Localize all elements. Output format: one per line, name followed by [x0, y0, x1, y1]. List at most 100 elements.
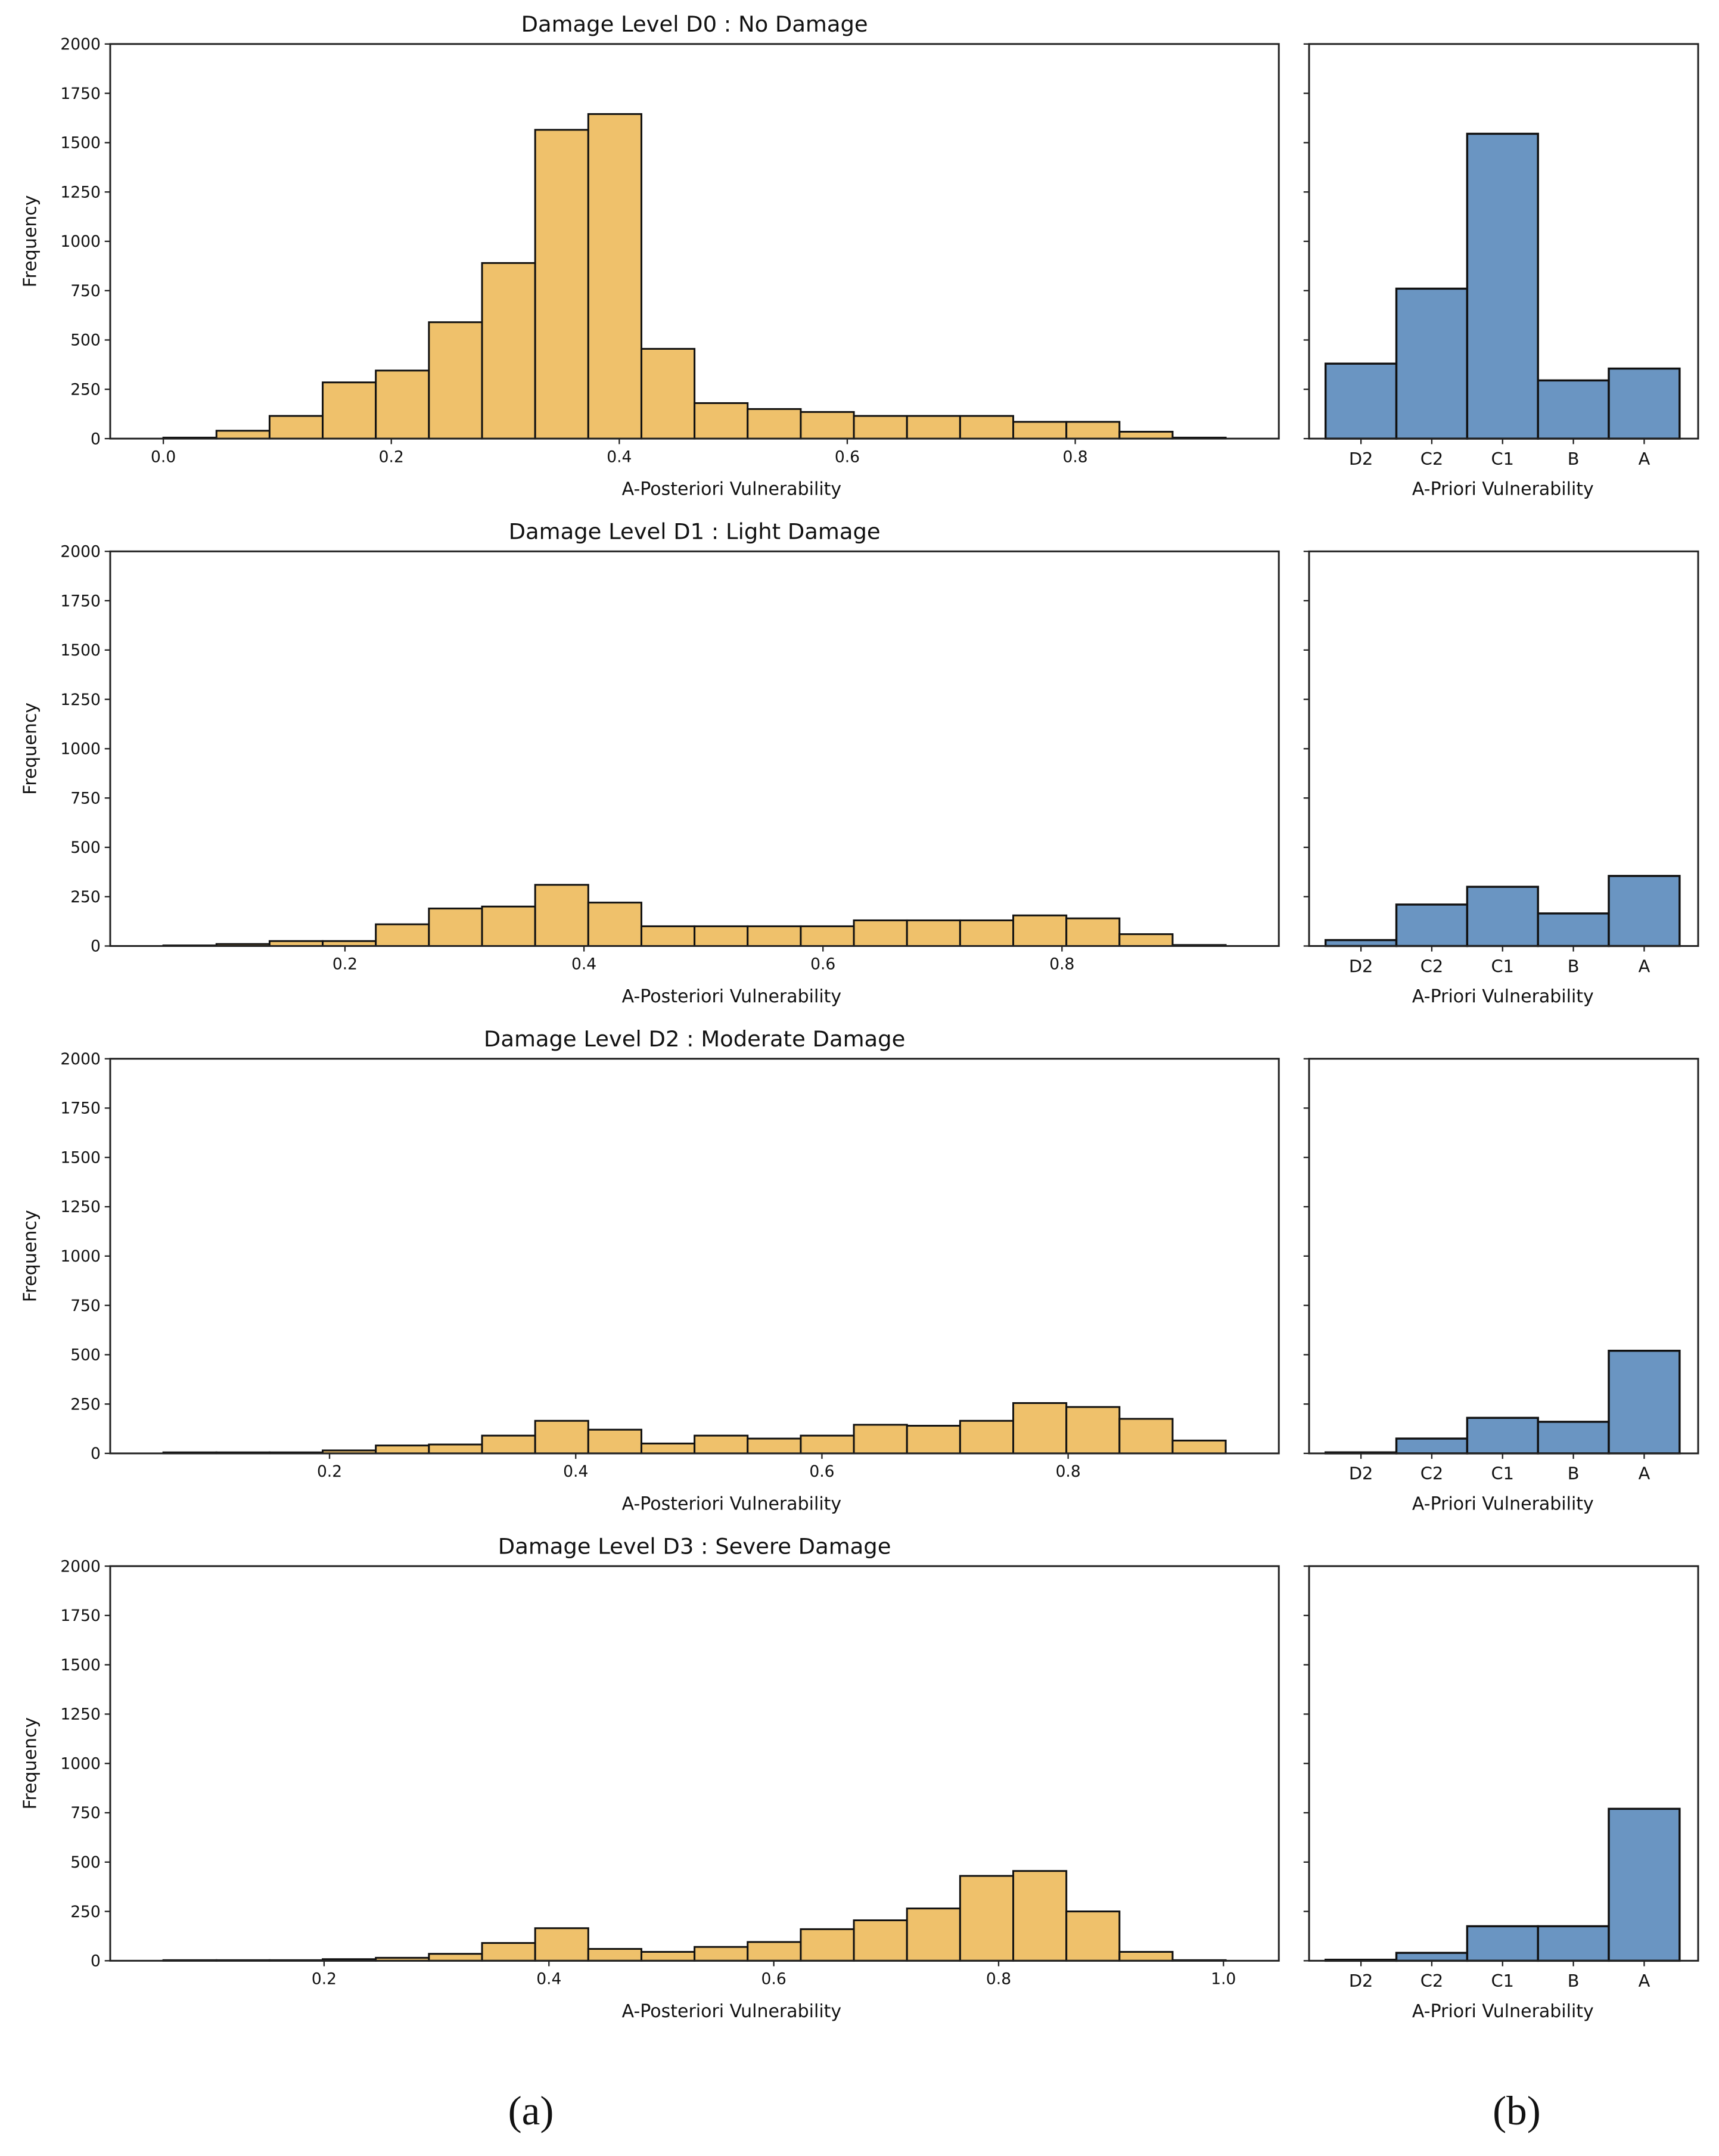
y-tick-label: 0: [91, 937, 101, 956]
histogram-bar: [747, 408, 802, 440]
histogram-bar: [1012, 421, 1068, 440]
histogram-bar: [534, 129, 589, 440]
y-tick-label: 1250: [60, 1705, 100, 1724]
x-tick-label: 0.4: [563, 1462, 588, 1481]
histogram-bar: [853, 415, 908, 440]
apriori-category-label: A: [1639, 449, 1650, 469]
y-tick-label: 1500: [60, 1656, 100, 1675]
histogram-bar: [375, 1444, 430, 1455]
histogram-bar: [1171, 1439, 1227, 1455]
histogram-bar: [640, 1950, 696, 1962]
histogram-frame: [109, 1565, 1280, 1962]
histogram-frame: [109, 550, 1280, 947]
histogram-bar: [747, 925, 802, 947]
y-tick-label: 0: [91, 430, 101, 448]
y-tick-label: 0: [91, 1952, 101, 1971]
histogram-bar: [959, 415, 1015, 440]
apriori-bar: [1466, 132, 1539, 440]
apriori-bar: [1395, 903, 1469, 947]
y-tick-label: 1750: [60, 85, 100, 103]
histogram-bar: [747, 1437, 802, 1455]
histogram-bar: [1118, 933, 1174, 947]
apriori-category-label: B: [1568, 1464, 1580, 1484]
y-tick-label: 0: [91, 1444, 101, 1463]
x-tick-label: 0.6: [809, 1462, 834, 1481]
apriori-category-label: C2: [1420, 1464, 1443, 1484]
histogram-bar: [853, 1919, 908, 1962]
y-axis-label: Frequency: [20, 703, 41, 795]
histogram-bar: [587, 902, 642, 947]
x-tick-label: 0.6: [761, 1970, 787, 1989]
histogram-bar: [268, 415, 324, 440]
x-tick-label: 0.8: [1049, 955, 1074, 974]
histogram-bar: [800, 1434, 855, 1455]
x-tick-label: 0.2: [312, 1970, 337, 1989]
y-tick-label: 2000: [60, 1557, 100, 1576]
histogram-bar: [694, 402, 749, 440]
apriori-category-label: C1: [1491, 449, 1514, 469]
x-tick-label: 1.0: [1211, 1970, 1236, 1989]
chart-title: Damage Level D3 : Severe Damage: [498, 1533, 891, 1559]
histogram-bar: [534, 884, 589, 947]
histogram-bar: [1065, 421, 1121, 440]
y-tick-label: 1750: [60, 592, 100, 610]
histogram-bar: [1065, 1406, 1121, 1455]
y-tick-label: 500: [70, 331, 101, 350]
histogram-frame: [109, 1058, 1280, 1455]
panel-row-3: Damage Level D3 : Severe Damage 0 250 500 75…: [20, 1533, 1699, 2022]
histogram-bar: [906, 919, 961, 947]
y-tick-label: 250: [70, 1903, 101, 1921]
histogram-bar: [906, 1425, 961, 1455]
histogram-bar: [800, 1928, 855, 1962]
apriori-category-label: D2: [1349, 1464, 1373, 1484]
histogram-bar: [1065, 917, 1121, 947]
histogram-bar: [640, 925, 696, 947]
histogram-bar: [587, 113, 642, 440]
x-tick-label: 0.8: [986, 1970, 1011, 1989]
histogram-bar: [800, 925, 855, 947]
y-tick-label: 1500: [60, 641, 100, 660]
apriori-category-label: C2: [1420, 1971, 1443, 1991]
histogram-bar: [853, 919, 908, 947]
histogram-bar: [322, 381, 377, 440]
y-axis-label: Frequency: [20, 1210, 41, 1302]
y-tick-label: 250: [70, 888, 101, 906]
y-tick-label: 750: [70, 789, 101, 807]
apriori-category-label: D2: [1349, 449, 1373, 469]
apriori-x-axis-label: A-Priori Vulnerability: [1412, 1494, 1594, 1515]
histogram-bar: [481, 1434, 536, 1455]
apriori-category-label: C2: [1420, 449, 1443, 469]
x-tick-label: 0.4: [571, 955, 596, 974]
panel-row-0: Damage Level D0 : No Damage 0 250 500 750 100…: [20, 11, 1699, 500]
apriori-bar: [1395, 287, 1469, 440]
y-tick-label: 750: [70, 282, 101, 300]
apriori-bar: [1537, 379, 1610, 440]
apriori-x-axis-label: A-Priori Vulnerability: [1412, 986, 1594, 1007]
histogram-bar: [428, 321, 483, 440]
y-tick-label: 1000: [60, 232, 100, 251]
apriori-bar: [1466, 1416, 1539, 1455]
y-tick-label: 750: [70, 1297, 101, 1315]
apriori-bar: [1608, 1350, 1681, 1455]
x-tick-label: 0.2: [317, 1462, 342, 1481]
histogram-bar: [1065, 1910, 1121, 1962]
histogram-bar: [640, 347, 696, 440]
histogram-bar: [959, 919, 1015, 947]
histogram-bar: [959, 1875, 1015, 1962]
apriori-bar: [1395, 1437, 1469, 1455]
y-tick-label: 1250: [60, 1198, 100, 1216]
apriori-category-label: C2: [1420, 956, 1443, 976]
apriori-category-label: C1: [1491, 956, 1514, 976]
y-tick-label: 500: [70, 838, 101, 857]
y-axis-label: Frequency: [20, 1717, 41, 1810]
histogram-bar: [375, 923, 430, 947]
x-axis-label: A-Posteriori Vulnerability: [622, 2001, 842, 2022]
panel-row-1: Damage Level D1 : Light Damage 0 250 500 750…: [20, 518, 1699, 1007]
x-tick-label: 0.2: [379, 448, 404, 466]
histogram-bar: [1118, 1418, 1174, 1455]
histogram-bar: [428, 908, 483, 947]
apriori-category-label: D2: [1349, 956, 1373, 976]
apriori-bar: [1395, 1952, 1469, 1962]
histogram-bar: [428, 1443, 483, 1455]
